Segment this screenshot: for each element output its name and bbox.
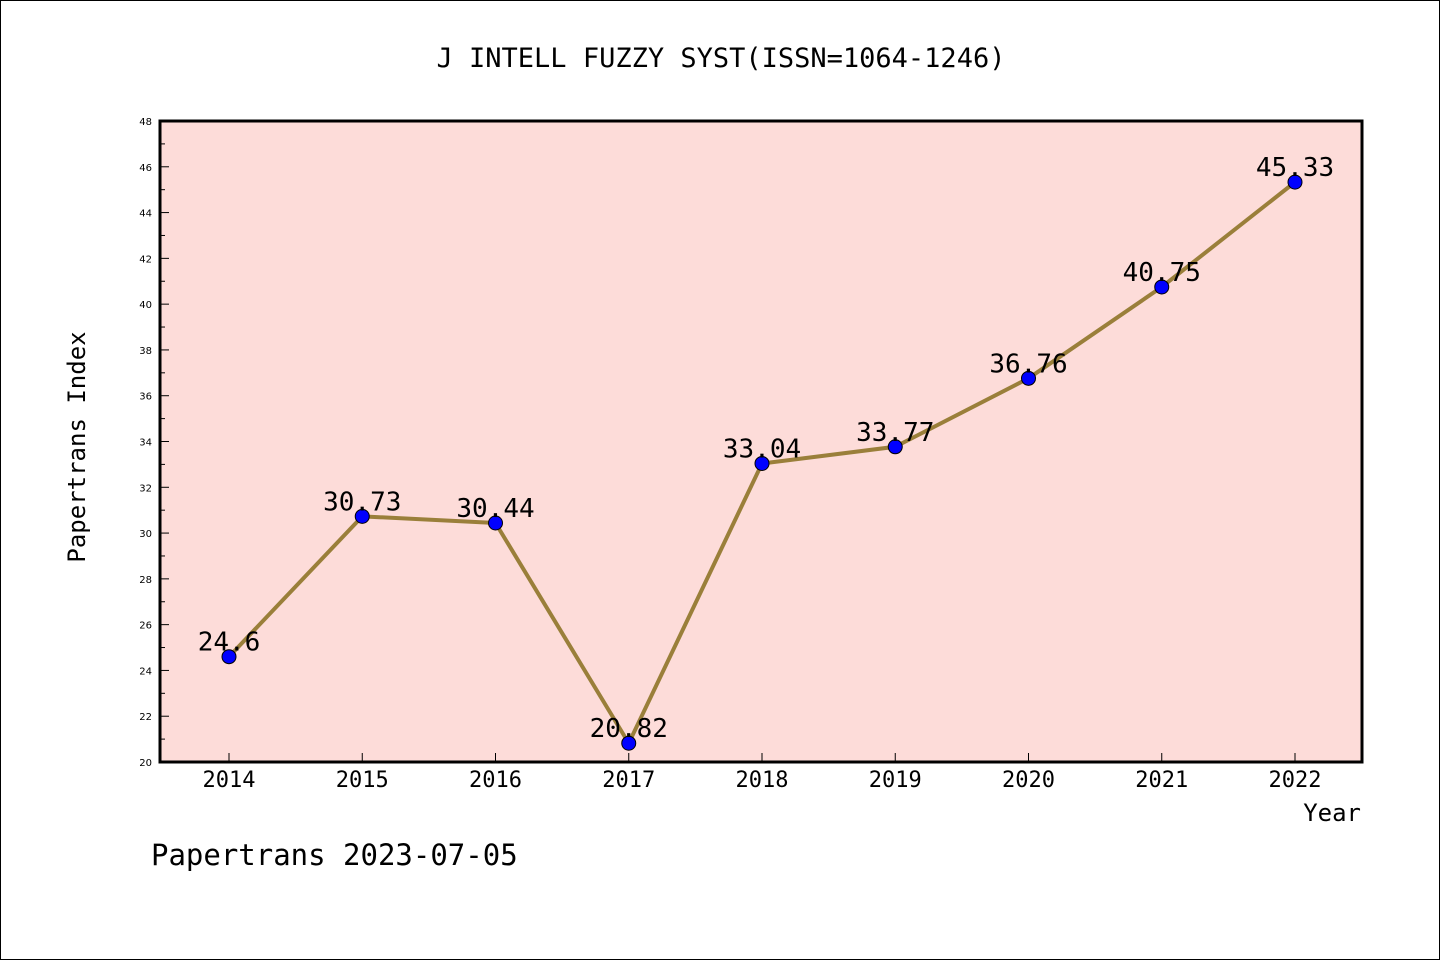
data-label: 20.82 xyxy=(590,714,668,744)
x-tick-label: 2015 xyxy=(336,768,389,793)
y-tick-label: 28 xyxy=(139,575,152,586)
x-tick-label: 2022 xyxy=(1269,768,1322,793)
y-tick-label: 42 xyxy=(139,254,152,265)
y-tick-label: 32 xyxy=(139,483,152,494)
x-tick-label: 2020 xyxy=(1002,768,1055,793)
y-tick-label: 26 xyxy=(139,621,152,632)
y-tick-label: 22 xyxy=(139,712,152,723)
data-point xyxy=(887,439,903,455)
y-tick-label: 24 xyxy=(139,666,152,677)
x-tick-label: 2021 xyxy=(1135,768,1188,793)
y-tick-label: 46 xyxy=(139,163,152,174)
x-tick-label: 2014 xyxy=(203,768,256,793)
x-tick-label: 2016 xyxy=(469,768,522,793)
data-point xyxy=(221,649,237,665)
data-label: 40.75 xyxy=(1123,258,1201,288)
plot-area xyxy=(158,119,1364,764)
data-label: 33.77 xyxy=(856,418,934,448)
data-point xyxy=(1154,279,1170,295)
data-point xyxy=(1287,174,1303,190)
data-point xyxy=(621,735,637,751)
y-tick-label: 44 xyxy=(139,209,152,220)
data-label: 24.6 xyxy=(198,628,261,658)
data-label: 33.04 xyxy=(723,434,801,464)
data-point xyxy=(1021,370,1036,386)
data-point xyxy=(488,515,503,531)
data-label: 36.76 xyxy=(989,349,1067,379)
x-tick-label: 2018 xyxy=(736,768,789,793)
x-tick-label: 2017 xyxy=(602,768,655,793)
x-axis: 2014 2015 2016 2017 2018 2019 2020 2021 2022 xyxy=(203,753,1322,793)
data-point xyxy=(354,508,370,524)
chart-footer: Papertrans 2023-07-05 xyxy=(151,838,518,872)
y-axis-label: Papertrans Index xyxy=(63,331,91,562)
series-layer: 24.6 30.73 30.44 20.82 33.04 33.77 36.76 40.75 4… xyxy=(198,153,1334,751)
chart-title: J INTELL FUZZY SYST(ISSN=1064-1246) xyxy=(437,43,1006,74)
data-label: 30.73 xyxy=(323,487,401,517)
x-tick-label: 2019 xyxy=(869,768,922,793)
y-tick-label: 40 xyxy=(139,300,152,311)
y-axis: 20 22 24 26 28 30 32 34 36 38 40 42 44 46 48 xyxy=(139,117,169,769)
y-tick-label: 20 xyxy=(139,758,152,769)
data-point xyxy=(754,455,770,471)
y-tick-label: 30 xyxy=(139,529,152,540)
data-label: 45.33 xyxy=(1256,153,1334,183)
y-tick-label: 36 xyxy=(139,392,152,403)
y-tick-label: 38 xyxy=(139,346,152,357)
data-label: 30.44 xyxy=(456,494,534,524)
y-tick-label: 34 xyxy=(139,438,152,449)
y-tick-label: 48 xyxy=(139,117,152,128)
x-axis-label: Year xyxy=(1303,799,1361,827)
